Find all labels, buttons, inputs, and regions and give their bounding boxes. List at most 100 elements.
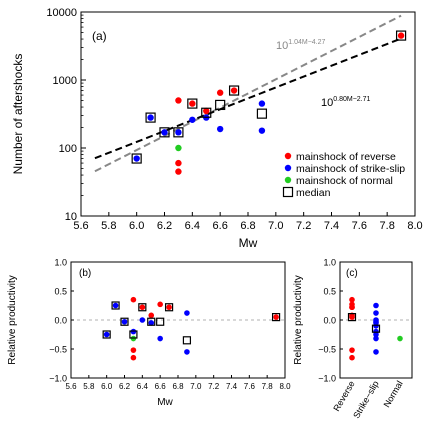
panel-a-point-mainshock-of-reverse <box>175 168 182 175</box>
panel-a-xtick-label: 7.2 <box>296 220 311 232</box>
panel-c-label: (c) <box>346 268 358 279</box>
panel-b-point-mainshock-of-strike-slip <box>139 317 146 323</box>
panel-b-xtick-label: 7.2 <box>208 382 220 391</box>
panel-a-xtick-label: 6.0 <box>129 220 144 232</box>
panel-c-point-mainshock-of-strike-slip <box>373 331 379 338</box>
panel-a-xtick-label: 7.8 <box>380 220 395 232</box>
panel-b-ytick-label: −0.5 <box>49 345 67 355</box>
panel-b-point-mainshock-of-reverse <box>157 301 163 308</box>
panel-b-ylabel: Relative productivity <box>7 275 18 364</box>
panel-b-point-mainshock-of-reverse <box>148 312 155 319</box>
panel-a-point-mainshock-of-normal <box>175 144 182 152</box>
panel-c-point-mainshock-of-strike-slip <box>373 302 379 309</box>
panel-b: (b) 5.6 5.8 6.0 6.2 6.4 6.6 6.8 7.0 7.2 7.4 7.6 7.8… <box>7 258 291 409</box>
legend-marker-mainshock-of-normal <box>284 176 292 184</box>
panel-b-point-mainshock-of-strike-slip <box>184 349 190 355</box>
legend-marker-mainshock-of-reverse <box>284 152 292 160</box>
panel-b-point-mainshock-of-strike-slip <box>121 318 128 325</box>
panel-a-xtick-label: 6.2 <box>157 220 172 232</box>
panel-a-xtick-label: 7.6 <box>352 220 367 232</box>
panel-c-point-mainshock-of-reverse <box>349 304 355 311</box>
panel-a-point-mainshock-of-reverse <box>175 97 182 104</box>
panel-c-point-mainshock-of-strike-slip <box>373 349 379 355</box>
panel-c-point-mainshock-of-reverse <box>349 296 355 303</box>
panel-b-point-median <box>129 330 138 339</box>
panel-a-point-median <box>145 112 156 123</box>
legend-label-mainshock-of-normal: mainshock of normal <box>296 175 393 187</box>
panel-a-xlabel: Mw <box>239 236 258 250</box>
panel-a-point-mainshock-of-strike-slip <box>147 114 154 121</box>
panel-b-point-median <box>120 317 129 326</box>
panel-b-point-mainshock-of-strike-slip <box>157 335 163 342</box>
panel-b-xtick-label: 6.4 <box>137 382 149 391</box>
panel-a-xtick-label: 6.8 <box>240 220 255 232</box>
panel-b-xtick-label: 7.4 <box>226 382 238 391</box>
panel-b-point-mainshock-of-reverse <box>273 314 279 320</box>
panel-a-point-median <box>215 99 226 111</box>
panel-b-ytick-label: 1.0 <box>54 258 67 268</box>
panel-b-point-median <box>182 336 192 345</box>
panel-b-xtick-label: 5.8 <box>83 382 95 391</box>
legend-marker-mainshock-of-strike-slip <box>284 164 292 172</box>
panel-c-point-mainshock-of-reverse <box>349 347 355 353</box>
panel-b-point-median <box>156 317 165 326</box>
panel-b-label: (b) <box>79 268 91 279</box>
panel-b-xtick-label: 6.8 <box>172 382 184 391</box>
legend-label-median: median <box>296 187 331 199</box>
panel-a-point-mainshock-of-strike-slip <box>161 129 168 136</box>
panel-a-point-mainshock-of-strike-slip <box>258 100 266 107</box>
panel-b-xtick-label: 7.0 <box>190 382 202 391</box>
panel-c: (c) −1.0−0.50.00.51.0 ReverseStrike−slip… <box>293 258 413 420</box>
panel-b-point-mainshock-of-reverse <box>130 347 137 353</box>
panel-b-xtick-label: 6.6 <box>155 382 167 391</box>
panel-a-point-mainshock-of-strike-slip <box>175 129 182 136</box>
panel-c-point-mainshock-of-reverse <box>349 354 355 361</box>
panel-b-point-median <box>147 317 156 326</box>
panel-b-xtick-label: 7.8 <box>262 382 274 391</box>
panel-b-point-mainshock-of-strike-slip <box>184 310 190 316</box>
legend-label-mainshock-of-reverse: mainshock of reverse <box>296 151 396 163</box>
panel-a: (a) 101.04M−4.27 100.80M−2.71 5.6 5.8 6.0 6.… <box>11 7 423 250</box>
panel-a-point-mainshock-of-strike-slip <box>133 155 140 162</box>
panel-c-point-mainshock-of-normal <box>397 335 403 342</box>
panel-b-point-median <box>102 330 111 339</box>
panel-b-xtick-label: 6.0 <box>101 382 113 391</box>
panel-a-ytick-label: 1000 <box>53 75 77 87</box>
panel-c-ytick-label: 0.0 <box>323 316 336 326</box>
panel-b-point-mainshock-of-strike-slip <box>130 328 137 335</box>
panel-a-label: (a) <box>92 29 107 43</box>
panel-b-point-mainshock-of-reverse <box>166 304 172 311</box>
panel-a-ytick-label: 10 <box>65 211 77 223</box>
panel-a-xtick-label: 5.6 <box>73 220 88 232</box>
panel-c-point-mainshock-of-reverse <box>349 314 355 320</box>
panel-b-ytick-label: −1.0 <box>49 374 67 384</box>
panel-b-point-mainshock-of-reverse <box>139 304 146 311</box>
panel-a-point-median <box>395 30 407 41</box>
fit-line-0 <box>94 14 402 173</box>
panel-b-point-median <box>271 313 281 322</box>
panel-a-point-mainshock-of-reverse <box>230 87 238 94</box>
panel-c-category-label: Normal <box>382 379 405 409</box>
panel-a-point-mainshock-of-strike-slip <box>216 125 224 133</box>
panel-a-point-median <box>159 127 170 138</box>
panel-b-point-mainshock-of-strike-slip <box>148 320 155 326</box>
panel-b-xtick-label: 6.2 <box>119 382 131 391</box>
panel-c-ytick-label: 0.5 <box>323 287 336 297</box>
fit-line-label-1: 100.80M−2.71 <box>321 96 371 109</box>
panel-b-xlabel: Mw <box>157 397 173 408</box>
panel-b-xtick-label: 8.0 <box>279 382 291 391</box>
panel-a-xtick-label: 8.0 <box>407 220 422 232</box>
panel-b-point-mainshock-of-strike-slip <box>103 331 110 338</box>
panel-b-point-mainshock-of-reverse <box>130 354 137 361</box>
panel-c-point-median <box>347 313 357 322</box>
panel-a-xtick-label: 6.6 <box>213 220 228 232</box>
panel-b-point-mainshock-of-reverse <box>130 296 137 303</box>
panel-c-ytick-label: 1.0 <box>323 258 336 268</box>
panel-a-point-median <box>256 108 268 119</box>
panel-a-ylabel: Number of aftershocks <box>11 54 25 175</box>
panel-b-point-median <box>164 303 174 312</box>
panel-c-point-median <box>371 324 381 333</box>
panel-a-xtick-label: 7.0 <box>268 220 283 232</box>
fit-line-label-0: 101.04M−4.27 <box>276 39 326 52</box>
